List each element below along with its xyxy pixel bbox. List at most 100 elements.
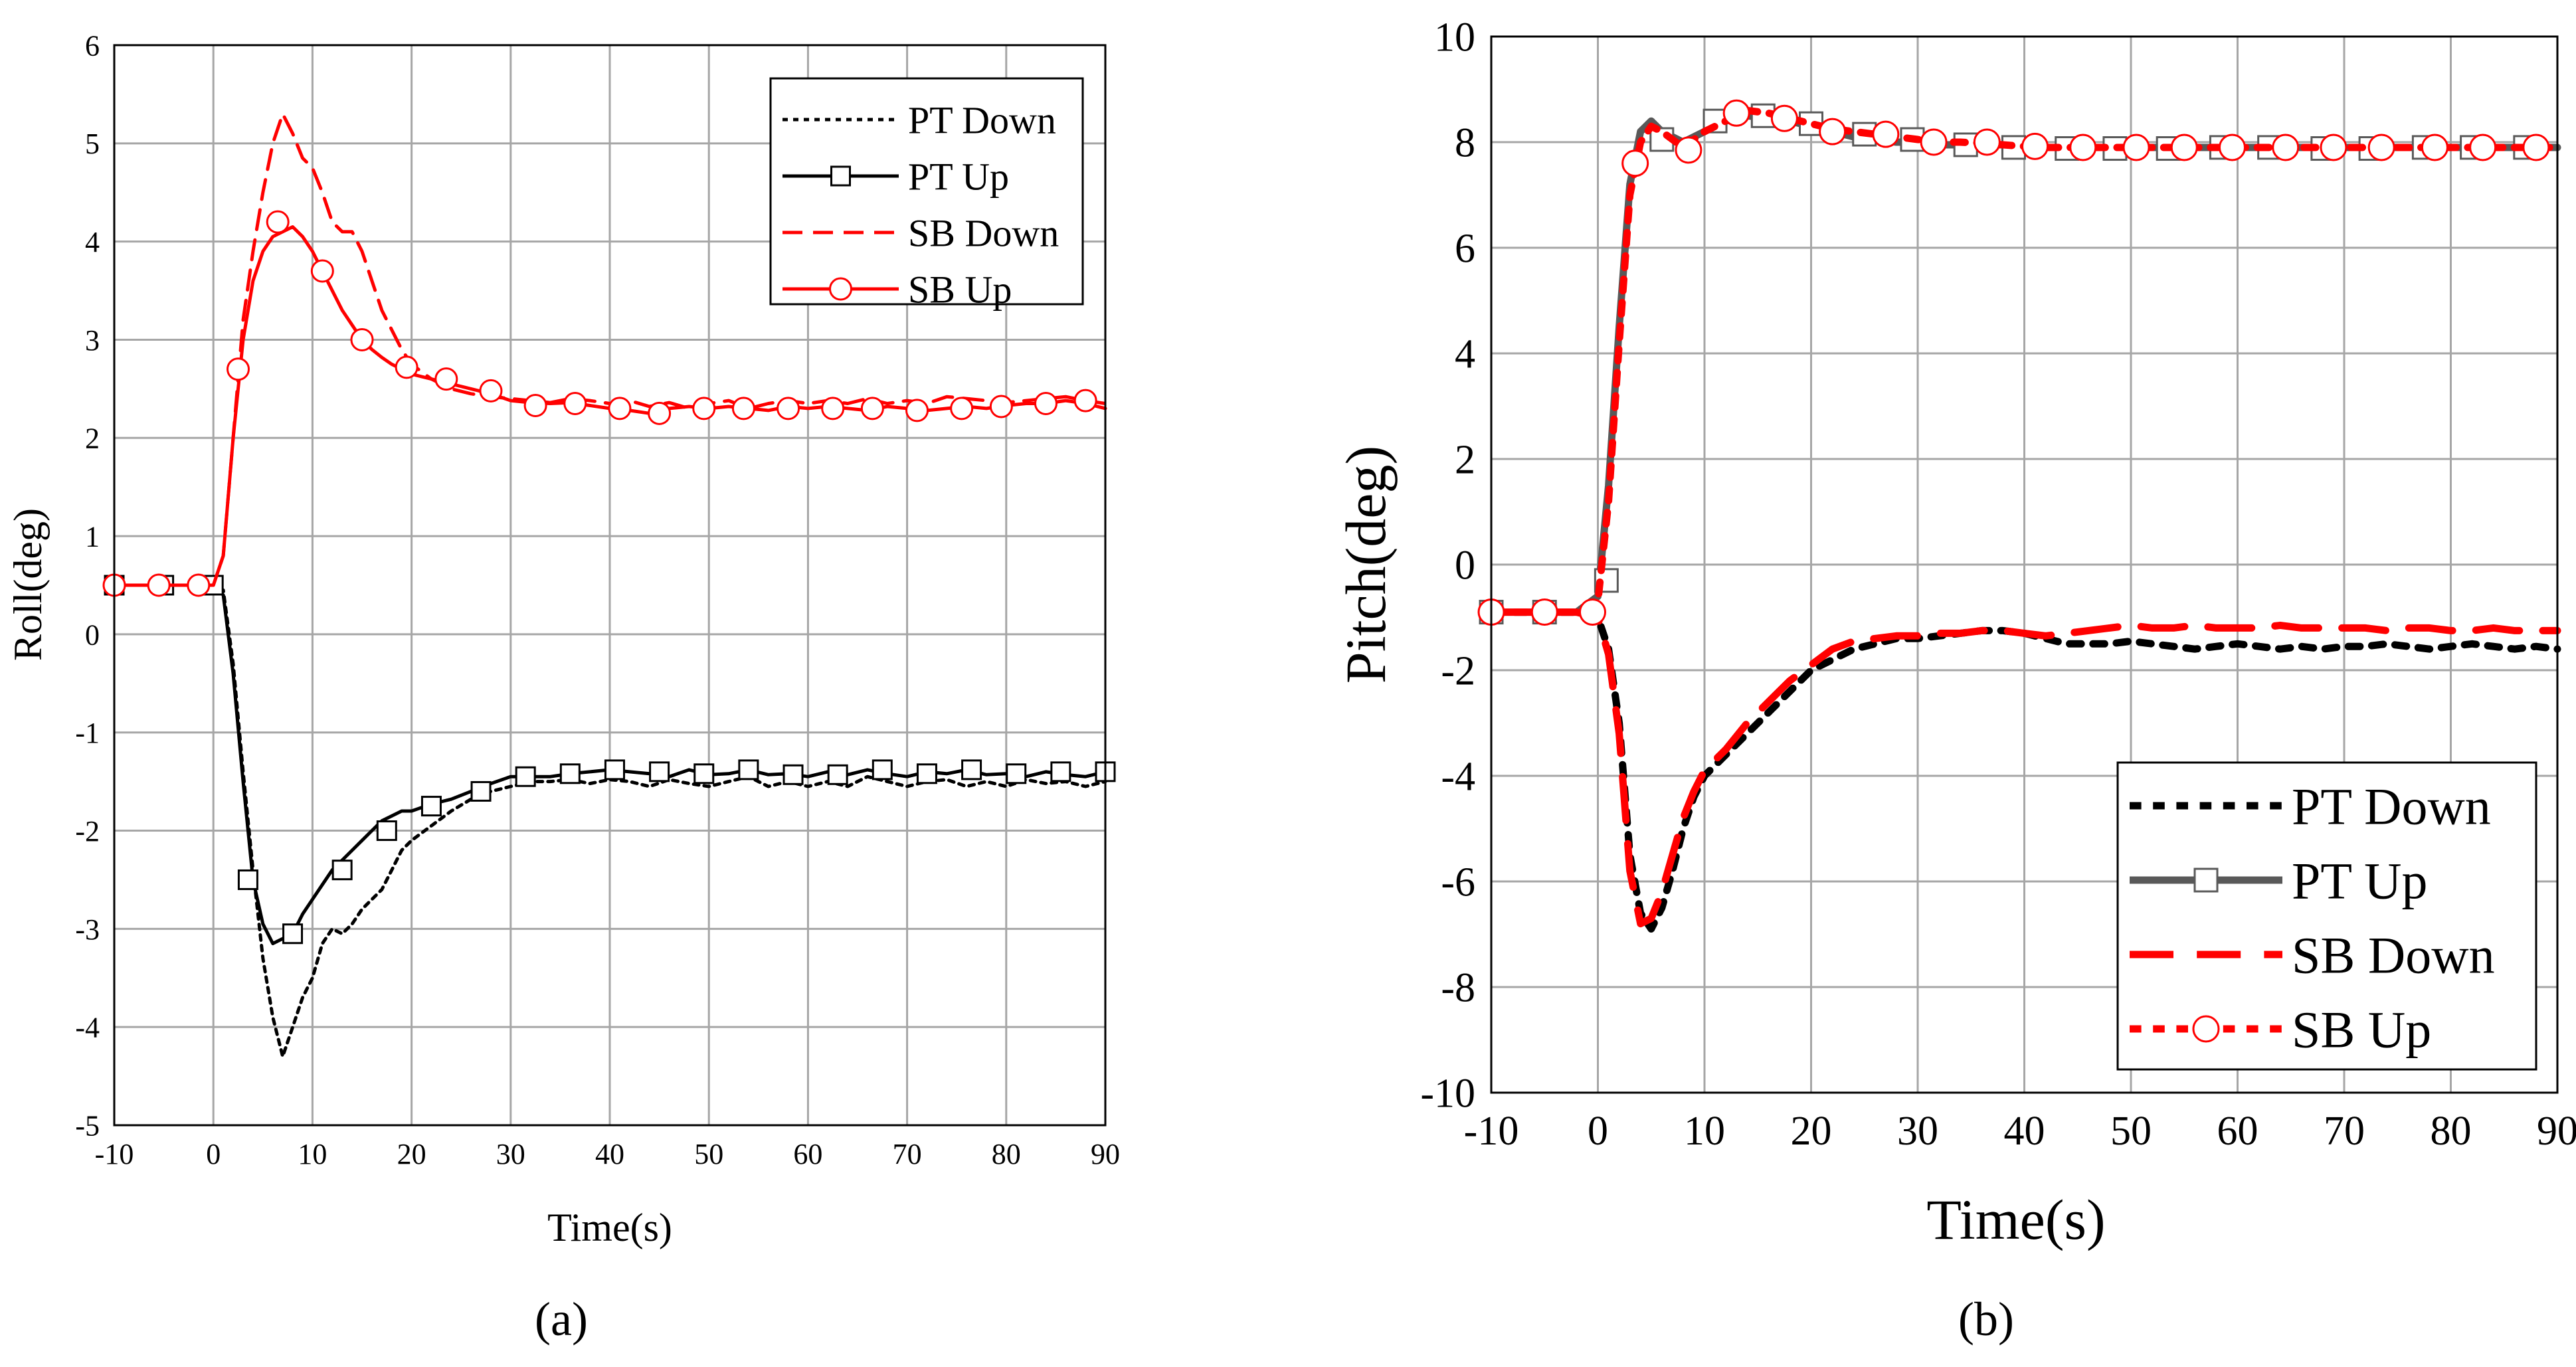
roll-x-tick-label: 90 (1091, 1138, 1120, 1170)
roll-marker (350, 327, 374, 351)
roll-legend-label: SB Up (908, 268, 1012, 311)
pitch-marker (2069, 134, 2097, 161)
pitch-series-pt-down (1487, 608, 2561, 933)
pitch-marker (1578, 598, 1606, 626)
pitch-y-tick-label: -6 (1441, 860, 1475, 905)
pitch-legend-label: SB Up (2292, 1000, 2431, 1058)
roll-y-tick-label: -5 (75, 1109, 100, 1142)
pitch-line-pt-down (1487, 608, 2561, 933)
roll-marker (1050, 761, 1071, 782)
pitch-marker (2272, 134, 2300, 161)
pitch-y-tick-label: -2 (1441, 649, 1475, 694)
roll-marker (738, 759, 759, 780)
panel-label-b: (b) (1958, 1293, 2014, 1346)
pitch-x-tick-label: -10 (1464, 1109, 1519, 1154)
roll-y-tick-label: 6 (85, 29, 100, 62)
pitch-plot-area (1490, 35, 2559, 1094)
pitch-x-tick-label: 60 (2217, 1109, 2258, 1154)
roll-marker (961, 759, 982, 780)
pitch-marker (2320, 134, 2347, 161)
roll-marker (434, 367, 458, 391)
roll-marker (395, 355, 418, 379)
roll-marker (905, 399, 929, 422)
roll-marker (1073, 389, 1097, 412)
pitch-y-tick-label: 0 (1455, 543, 1475, 589)
pitch-marker (2522, 134, 2550, 161)
pitch-marker (2122, 134, 2150, 161)
roll-y-tick-label: 5 (85, 128, 100, 160)
pitch-legend: PT Down PT Up SB Down SB Up (2116, 761, 2537, 1071)
roll-marker (515, 766, 536, 787)
roll-chart: -10 0 10 20 30 40 50 60 70 80 90-5-4-3-2-10123456 … (0, 0, 1129, 1346)
roll-y-tick-label: 2 (85, 422, 100, 455)
pitch-x-axis-label: Time(s) (1926, 1188, 2105, 1251)
roll-legend-label: PT Up (908, 155, 1009, 198)
roll-y-axis-label: Roll(deg) (6, 508, 50, 661)
roll-marker (827, 764, 848, 785)
roll-legend-label: SB Down (908, 211, 1059, 254)
roll-marker (648, 401, 672, 425)
roll-x-tick-label: 50 (694, 1138, 723, 1170)
pitch-marker (2421, 134, 2448, 161)
pitch-marker (2469, 134, 2497, 161)
pitch-marker (1722, 99, 1750, 127)
roll-marker (559, 763, 581, 784)
pitch-y-tick-label: 2 (1455, 438, 1475, 483)
pitch-legend-marker (2192, 1015, 2220, 1043)
roll-marker (1006, 763, 1027, 784)
pitch-y-axis-label: Pitch(deg) (1334, 446, 1398, 684)
roll-y-tick-label: -1 (75, 717, 100, 749)
roll-marker (420, 796, 442, 817)
pitch-marker (2170, 134, 2198, 161)
roll-marker (376, 820, 397, 842)
pitch-legend-marker (2193, 867, 2219, 893)
roll-marker (872, 759, 893, 780)
roll-y-tick-label: 1 (85, 520, 100, 553)
roll-marker (731, 397, 755, 420)
roll-marker (282, 923, 304, 945)
pitch-legend-label: PT Up (2292, 852, 2427, 909)
roll-marker (563, 392, 587, 416)
roll-marker (331, 860, 353, 881)
roll-marker (777, 397, 800, 420)
roll-x-tick-label: 80 (992, 1138, 1021, 1170)
roll-y-tick-label: -2 (75, 815, 100, 848)
roll-marker (608, 397, 632, 420)
roll-marker (950, 397, 974, 420)
pitch-y-tick-label: 4 (1455, 332, 1475, 377)
panel-label-a: (a) (535, 1293, 588, 1346)
pitch-x-tick-label: 90 (2537, 1109, 2576, 1154)
pitch-x-tick-label: 50 (2110, 1109, 2152, 1154)
roll-x-tick-label: 70 (893, 1138, 922, 1170)
roll-y-tick-label: 3 (85, 324, 100, 357)
pitch-legend-box (2116, 761, 2537, 1071)
roll-plot-area (113, 44, 1107, 1127)
roll-marker (479, 379, 503, 403)
pitch-marker (1973, 128, 2001, 156)
pitch-marker (1675, 136, 1702, 164)
roll-marker (310, 259, 334, 283)
pitch-x-tick-label: 30 (1897, 1109, 1938, 1154)
pitch-x-tick-label: 40 (2004, 1109, 2045, 1154)
roll-marker (989, 395, 1013, 418)
pitch-legend-label: PT Down (2292, 777, 2491, 835)
pitch-x-tick-label: 10 (1684, 1109, 1725, 1154)
roll-y-tick-label: -4 (75, 1012, 100, 1044)
pitch-legend-label: SB Down (2292, 926, 2495, 984)
pitch-marker (1770, 104, 1798, 132)
roll-legend-marker (829, 277, 852, 301)
pitch-y-tick-label: 6 (1455, 227, 1475, 272)
pitch-series-sb-up (1477, 99, 2561, 626)
pitch-marker (2367, 134, 2395, 161)
roll-marker (266, 210, 290, 234)
pitch-x-tick-label: 80 (2431, 1109, 2472, 1154)
pitch-y-tick-label: 10 (1434, 15, 1475, 60)
roll-x-tick-label: 40 (595, 1138, 624, 1170)
pitch-y-tick-label: 8 (1455, 121, 1475, 166)
roll-y-tick-label: 4 (85, 226, 100, 258)
roll-x-tick-label: 30 (496, 1138, 525, 1170)
pitch-y-tick-label: -10 (1420, 1071, 1475, 1117)
roll-x-axis-label: Time(s) (547, 1206, 672, 1249)
